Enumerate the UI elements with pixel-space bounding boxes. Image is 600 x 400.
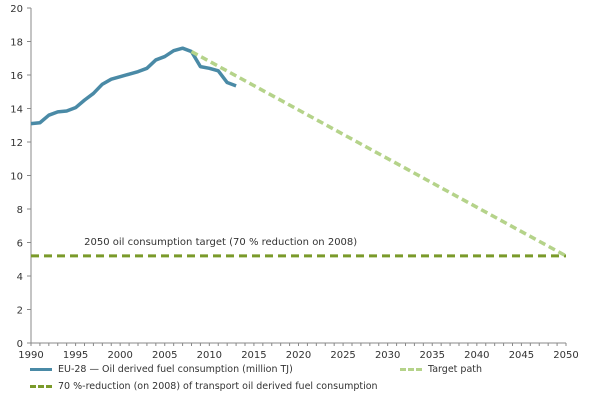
y-tick-label: 2: [17, 306, 23, 317]
x-tick-label: 1990: [18, 350, 43, 361]
y-tick-label: 18: [10, 38, 23, 49]
x-tick-label: 2035: [420, 350, 445, 361]
y-tick-label: 12: [10, 138, 23, 149]
x-tick-label: 1995: [63, 350, 88, 361]
legend-swatch: [400, 368, 422, 371]
legend-swatch: [30, 385, 52, 388]
legend-label: Target path: [428, 364, 483, 375]
y-tick-label: 16: [10, 71, 23, 82]
y-tick-label: 8: [17, 205, 23, 216]
y-tick-label: 0: [17, 339, 23, 350]
y-tick-label: 14: [10, 105, 23, 116]
x-tick-label: 2030: [375, 350, 400, 361]
legend-label: EU-28 — Oil derived fuel consumption (mi…: [58, 364, 293, 375]
annotation-label: 2050 oil consumption target (70 % reduct…: [84, 237, 357, 248]
x-tick-label: 2040: [464, 350, 489, 361]
legend-item-consumption: EU-28 — Oil derived fuel consumption (mi…: [30, 364, 293, 375]
x-tick-label: 2000: [107, 350, 132, 361]
consumption-line: [30, 46, 237, 126]
x-tick-label: 2020: [286, 350, 311, 361]
legend-item-target-path: Target path: [400, 364, 482, 375]
legend-item-reduction: 70 %-reduction (on 2008) of transport oi…: [30, 381, 378, 392]
y-tick-label: 20: [10, 4, 23, 15]
y-tick-label: 6: [17, 239, 23, 250]
x-tick-label: 2015: [241, 350, 266, 361]
legend-swatch: [30, 368, 52, 371]
x-tick-label: 2010: [197, 350, 222, 361]
target-path-line: [190, 50, 567, 258]
x-tick-label: 2050: [553, 350, 578, 361]
y-tick-label: 10: [10, 172, 23, 183]
x-tick-label: 2025: [330, 350, 355, 361]
x-tick-label: 2045: [509, 350, 534, 361]
x-tick-label: 2005: [152, 350, 177, 361]
y-tick-label: 4: [17, 272, 23, 283]
legend-label: 70 %-reduction (on 2008) of transport oi…: [58, 381, 378, 392]
